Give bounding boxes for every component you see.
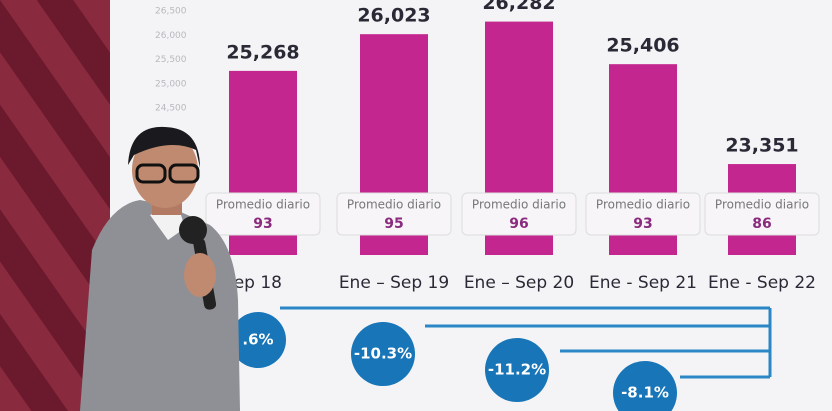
average-value: 93 xyxy=(633,216,652,232)
average-label: Promedio diario xyxy=(216,198,310,212)
value-label: 25,268 xyxy=(226,41,299,63)
value-label: 25,406 xyxy=(606,35,679,57)
change-circles: .6% -10.3% -11.2% -8.1% xyxy=(230,312,677,411)
change-circle xyxy=(351,322,415,386)
plot: 24,500 25,000 25,500 26,000 26,500 25,268 Prom… xyxy=(155,0,820,293)
average-box xyxy=(585,192,701,236)
change-circle xyxy=(613,361,677,411)
y-tick-label: 26,000 xyxy=(155,31,187,41)
speaker xyxy=(80,126,240,411)
y-tick-label: 25,000 xyxy=(155,79,187,89)
value-label: 26,282 xyxy=(482,0,555,14)
average-label: Promedio diario xyxy=(347,198,441,212)
average-box xyxy=(336,192,452,236)
average-label: Promedio diario xyxy=(596,198,690,212)
average-box xyxy=(205,192,321,236)
change-label: -8.1% xyxy=(621,384,669,402)
average-label: Promedio diario xyxy=(715,198,809,212)
x-tick-label: Ene - Sep 22 xyxy=(708,273,816,293)
average-value: 93 xyxy=(253,216,272,232)
y-tick-label: 25,500 xyxy=(155,55,187,65)
average-box xyxy=(461,192,577,236)
average-box xyxy=(704,192,820,236)
average-label: Promedio diario xyxy=(472,198,566,212)
x-tick-label: Ene – Sep 20 xyxy=(464,273,574,293)
x-tick-label: Ene - Sep 21 xyxy=(589,273,697,293)
change-circle xyxy=(230,312,286,368)
change-label: -10.3% xyxy=(354,345,412,363)
change-circle xyxy=(485,338,549,402)
y-tick-label: 24,500 xyxy=(155,104,187,114)
value-label: 26,023 xyxy=(357,5,430,27)
y-tick-label: 26,500 xyxy=(155,7,187,17)
average-value: 86 xyxy=(752,216,771,232)
change-label: .6% xyxy=(242,331,273,349)
x-tick-label: Ene – Sep 19 xyxy=(339,273,449,293)
change-label: -11.2% xyxy=(488,361,546,379)
average-value: 96 xyxy=(509,216,528,232)
value-label: 23,351 xyxy=(725,135,798,157)
arrows xyxy=(280,306,772,379)
average-value: 95 xyxy=(384,216,403,232)
x-tick-label: Sep 18 xyxy=(223,273,282,293)
